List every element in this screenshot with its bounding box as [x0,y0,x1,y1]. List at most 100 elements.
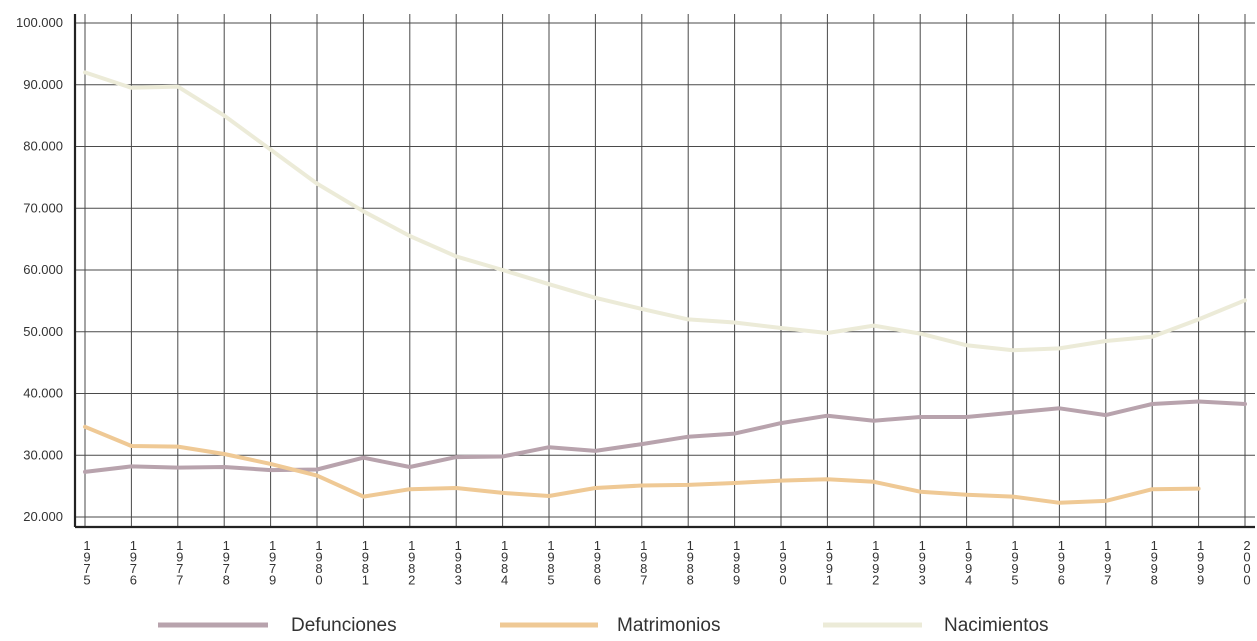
data-point [640,307,644,311]
data-point [1011,495,1015,499]
data-point [1057,501,1061,505]
data-point [918,490,922,494]
legend-label-nacimientos: Nacimientos [944,615,1049,636]
data-point [1150,402,1154,406]
data-point [176,445,180,449]
data-point [686,435,690,439]
data-point [129,464,133,468]
data-point [593,296,598,300]
data-point [408,465,412,469]
data-point [1104,339,1108,343]
y-tick-label: 80.000 [23,139,63,154]
data-point [454,254,458,259]
y-tick-label: 60.000 [23,262,63,277]
data-point [547,445,551,449]
data-point [1243,402,1247,406]
data-point [825,414,830,418]
data-point [1057,406,1061,410]
data-point [733,481,737,485]
data-point [686,317,690,321]
data-point [733,432,737,436]
data-point [501,268,505,272]
data-point [1197,486,1201,491]
data-point [176,466,180,470]
data-point [408,487,412,491]
data-point [176,85,180,89]
data-point [965,415,969,419]
data-point [129,444,133,448]
data-point [454,486,458,490]
series-lines [83,70,1247,505]
legend-label-matrimonios: Matrimonios [617,615,720,636]
data-point [501,454,505,459]
chart-grid [75,14,1255,527]
data-point [222,465,226,469]
y-axis-ticks: 20.000 30.000 40.000 50.000 60.000 70.000 80.0… [16,15,63,524]
data-point [83,470,87,474]
data-point [593,486,598,490]
data-point [501,491,505,495]
data-point [825,331,830,335]
data-point [1197,399,1201,404]
data-point [361,495,365,499]
data-point [918,415,922,419]
data-point [222,114,226,118]
data-point [315,467,319,472]
data-point [1104,413,1108,417]
y-tick-label: 50.000 [23,324,63,339]
data-point [593,449,598,453]
data-point [1197,317,1201,321]
data-point [1150,487,1154,491]
series-line-nacimientos [83,70,1247,353]
data-point [872,480,876,484]
data-point [1057,346,1061,351]
data-point [1150,335,1154,339]
y-tick-label: 40.000 [23,386,63,401]
series-line-defunciones [83,399,1247,474]
data-point [965,493,969,497]
data-point [918,332,922,336]
data-point [779,421,783,425]
data-point [269,462,273,466]
data-point [1243,298,1247,302]
y-tick-label: 70.000 [23,200,63,215]
chart-axes [73,14,1255,529]
data-point [686,483,690,487]
data-point [315,181,319,186]
legend: Defunciones Matrimonios Nacimientos [158,615,1049,636]
data-point [733,320,737,325]
data-point [1011,348,1015,352]
data-point [547,282,551,286]
legend-label-defunciones: Defunciones [291,615,397,636]
y-tick-label: 20.000 [23,509,63,524]
x-axis-ticks: 1 9 7 5 1 9 7 6 1 9 7 7 1 9 7 8 1 9 7 9 1 9 8 0 1 9 8 1 1 9 8 2 1 9 8 3 1 9 8 4… [83,538,1250,588]
data-point [83,425,87,429]
data-point [454,455,458,459]
data-point [1104,499,1108,503]
y-tick-label: 100.000 [16,15,63,30]
data-point [269,147,273,152]
y-tick-label: 90.000 [23,77,63,92]
data-point [872,323,876,328]
data-point [83,70,87,74]
